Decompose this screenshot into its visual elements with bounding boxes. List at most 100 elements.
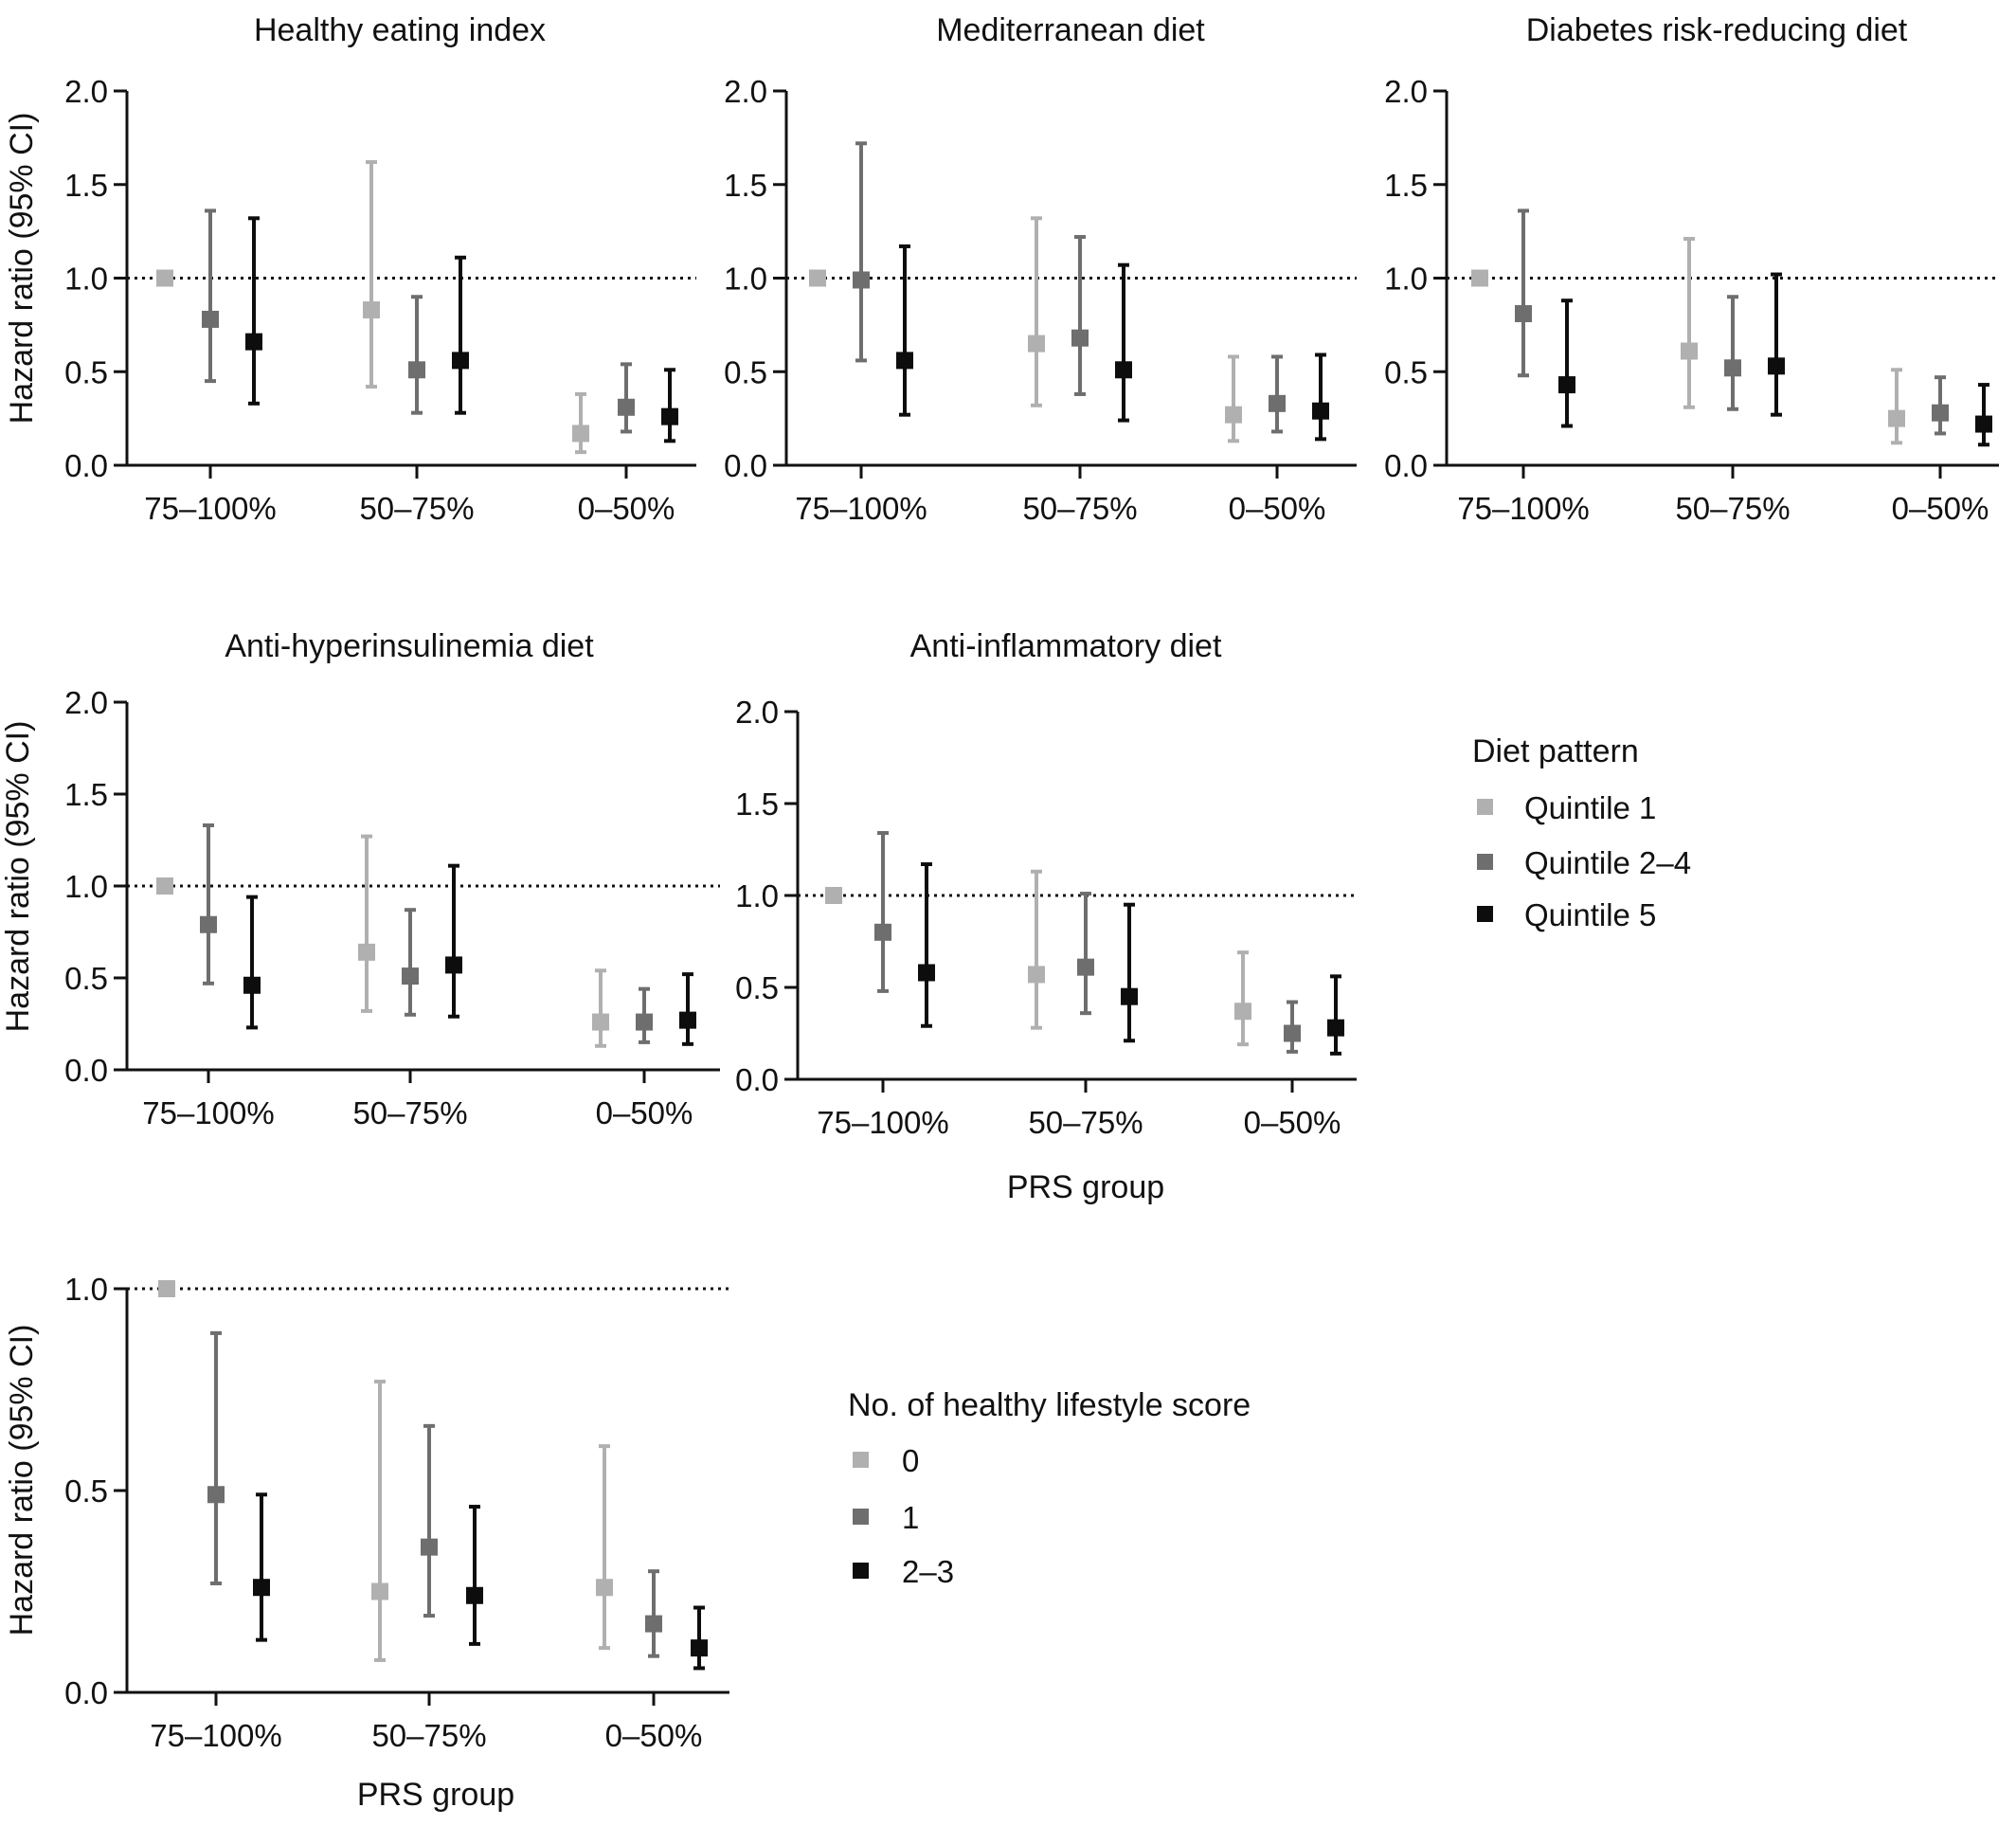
x-axis-label: PRS group — [357, 1777, 514, 1813]
x-tick-label: 50–75% — [1028, 1105, 1143, 1140]
series-quintile-1 — [825, 869, 1251, 1047]
y-tick-label: 1.5 — [64, 168, 108, 203]
y-tick-label: 1.0 — [735, 878, 779, 913]
data-point — [918, 964, 935, 982]
legend-lifestyle-1-swatch — [853, 1509, 869, 1525]
legend-diet-quintile-2-4-label: Quintile 2–4 — [1524, 845, 1691, 880]
legend-diet-quintile-5-label: Quintile 5 — [1524, 897, 1656, 932]
y-tick-label: 0.5 — [64, 961, 108, 996]
legend-diet-pattern-title: Diet pattern — [1472, 733, 1639, 769]
legends-layer: Diet pattern Quintile 1 Quintile 2–4 Qui… — [848, 733, 1691, 1589]
data-point — [596, 1579, 613, 1597]
panel-title: Diabetes risk-reducing diet — [1526, 12, 1908, 48]
series-quintile-1 — [1471, 237, 1905, 445]
x-tick-label: 0–50% — [1244, 1105, 1341, 1140]
series-quintile-5 — [245, 216, 678, 443]
data-point — [1724, 359, 1741, 377]
y-tick-label: 2.0 — [64, 685, 108, 720]
y-tick-label: 2.0 — [1384, 74, 1428, 109]
data-point — [1234, 1003, 1251, 1021]
x-tick-label: 75–100% — [144, 491, 276, 526]
panel-healthy-eating-index: Healthy eating index 0.0 0.5 1.0 1.5 2.0 Hazar… — [4, 12, 696, 526]
data-point — [1028, 334, 1045, 353]
data-point — [408, 361, 425, 379]
series-quintile-2-4 — [853, 141, 1286, 434]
y-tick-label: 1.5 — [735, 786, 779, 822]
series-quintile-2-4 — [200, 823, 653, 1044]
data-point — [592, 1013, 609, 1031]
data-point — [253, 1579, 270, 1597]
panel-anti-hyperinsulinemia-diet: Anti-hyperinsulinemia diet 0.0 0.5 1.0 1.5 2.… — [0, 628, 720, 1130]
y-tick-label: 2.0 — [724, 74, 767, 109]
series-1 — [207, 1330, 662, 1658]
series-quintile-5 — [243, 863, 696, 1046]
data-point — [809, 269, 826, 287]
panel-title: Mediterranean diet — [936, 12, 1205, 48]
panel-anti-inflammatory-diet: Anti-inflammatory diet 0.0 0.5 1.0 1.5 2.0 75–… — [735, 628, 1357, 1205]
x-tick-label: 0–50% — [1892, 491, 1989, 526]
data-point — [445, 956, 462, 974]
data-point — [691, 1639, 708, 1657]
data-point — [1225, 406, 1242, 424]
y-tick-label: 1.0 — [64, 869, 108, 904]
data-point — [645, 1615, 662, 1633]
data-point — [243, 976, 261, 994]
series-quintile-2-4 — [874, 831, 1301, 1054]
data-point — [466, 1586, 483, 1604]
data-point — [1888, 409, 1905, 427]
data-point — [853, 271, 870, 289]
x-tick-label: 50–75% — [352, 1095, 467, 1130]
data-point — [874, 923, 891, 941]
data-point — [661, 407, 678, 425]
data-point — [1028, 966, 1045, 984]
x-tick-label: 0–50% — [1229, 491, 1326, 526]
series-quintile-5 — [896, 244, 1329, 442]
data-point — [679, 1011, 696, 1029]
series-2-3 — [253, 1492, 708, 1671]
x-tick-label: 75–100% — [795, 491, 927, 526]
data-point — [1471, 269, 1488, 287]
x-tick-label: 75–100% — [1457, 491, 1589, 526]
x-tick-label: 0–50% — [578, 491, 675, 526]
data-point — [1681, 342, 1698, 360]
y-tick-label: 1.0 — [64, 1272, 108, 1307]
y-tick-label: 0.5 — [64, 1473, 108, 1509]
y-axis-label: Hazard ratio (95% CI) — [0, 721, 36, 1033]
x-tick-label: 75–100% — [150, 1718, 281, 1753]
panel-title: Anti-inflammatory diet — [910, 628, 1222, 664]
y-axis-label: Hazard ratio (95% CI) — [4, 113, 40, 425]
legend-diet-quintile-2-4-swatch — [1477, 854, 1493, 870]
data-point — [1515, 305, 1532, 323]
y-tick-label: 0.5 — [64, 354, 108, 389]
y-tick-label: 2.0 — [735, 695, 779, 730]
panel-title: Anti-hyperinsulinemia diet — [225, 628, 594, 664]
y-tick-label: 0.0 — [724, 448, 767, 483]
data-point — [1284, 1024, 1301, 1042]
data-point — [421, 1538, 438, 1556]
data-point — [207, 1486, 225, 1504]
data-point — [200, 915, 217, 933]
y-tick-label: 1.5 — [1384, 168, 1428, 203]
data-point — [618, 398, 635, 416]
y-tick-label: 0.5 — [1384, 354, 1428, 389]
y-axis-label: Hazard ratio (95% CI) — [4, 1325, 40, 1636]
panel-healthy-lifestyle: 0.0 0.5 1.0 Hazard ratio (95% CI) 75–100% 50–… — [4, 1272, 729, 1813]
series-quintile-2-4 — [202, 208, 635, 434]
data-point — [202, 310, 219, 328]
legend-diet-quintile-5-swatch — [1477, 906, 1493, 922]
y-tick-label: 0.5 — [735, 970, 779, 1005]
panel-diabetes-risk-reducing-diet: Diabetes risk-reducing diet 0.0 0.5 1.0 1.5 2… — [1384, 12, 1999, 526]
data-point — [156, 269, 173, 287]
series-quintile-1 — [156, 160, 589, 455]
y-tick-label: 0.0 — [64, 448, 108, 483]
data-point — [896, 352, 913, 370]
y-tick-label: 0.0 — [1384, 448, 1428, 483]
series-quintile-1 — [809, 216, 1242, 443]
data-point — [1071, 329, 1089, 347]
data-point — [1312, 402, 1329, 420]
series-quintile-5 — [918, 862, 1344, 1056]
series-quintile-5 — [1558, 272, 1992, 447]
y-tick-label: 2.0 — [64, 74, 108, 109]
data-point — [1768, 357, 1785, 375]
data-point — [572, 425, 589, 443]
